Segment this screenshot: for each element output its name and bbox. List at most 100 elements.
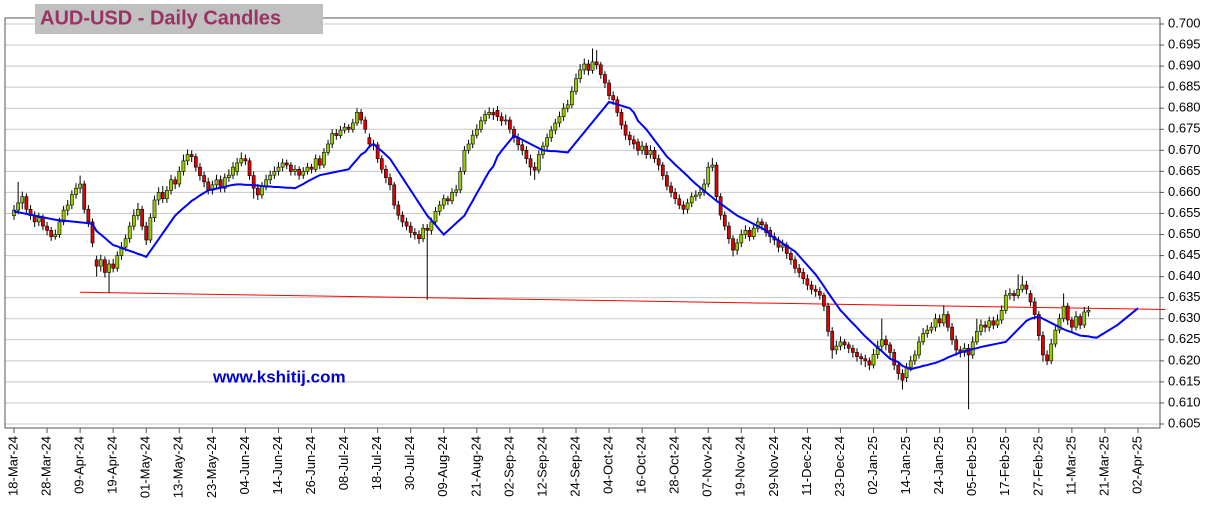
candle-body xyxy=(458,171,463,191)
candle-body xyxy=(995,319,1000,326)
y-tick-label: 0.625 xyxy=(1168,331,1201,346)
candle-body xyxy=(454,189,459,193)
candle-body xyxy=(206,181,211,191)
candle-body xyxy=(598,64,603,75)
candle-body xyxy=(355,112,359,124)
candle-body xyxy=(338,129,343,136)
candle-body xyxy=(1078,316,1082,326)
x-tick-label: 30-Jul-24 xyxy=(402,436,417,490)
candle-body xyxy=(586,63,591,71)
candle-body xyxy=(152,199,157,218)
x-tick-label: 02-Apr-25 xyxy=(1129,436,1144,494)
candle-body xyxy=(293,168,297,172)
candle-body xyxy=(851,347,855,353)
candle-body xyxy=(1041,335,1045,356)
candle-body xyxy=(193,156,198,168)
candle-body xyxy=(954,339,959,351)
candle-body xyxy=(722,214,727,227)
x-tick-label: 23-May-24 xyxy=(204,436,219,498)
candle-body xyxy=(404,221,409,227)
candle-body xyxy=(388,177,392,186)
candle-body xyxy=(317,158,322,166)
candle-body xyxy=(1020,284,1025,290)
candle-body xyxy=(536,154,541,171)
candle-body xyxy=(900,373,905,381)
candle-body xyxy=(656,158,661,166)
candle-body xyxy=(313,158,318,170)
candle-body xyxy=(805,278,810,286)
candle-body xyxy=(834,345,839,351)
y-tick-label: 0.675 xyxy=(1168,121,1201,136)
candle-body xyxy=(144,225,149,241)
candle-body xyxy=(487,112,492,115)
x-tick-label: 01-May-24 xyxy=(138,436,153,498)
candle-body xyxy=(495,110,500,117)
candle-body xyxy=(400,214,405,223)
x-tick-label: 09-Aug-24 xyxy=(435,436,450,497)
candle-body xyxy=(1045,354,1049,362)
y-tick-label: 0.660 xyxy=(1168,184,1201,199)
candle-body xyxy=(53,234,58,237)
candle-body xyxy=(896,364,901,374)
candle-body xyxy=(441,198,446,206)
candle-body xyxy=(351,122,355,130)
candle-body xyxy=(12,209,16,216)
candle-body xyxy=(231,166,235,176)
candle-body xyxy=(276,166,281,172)
x-tick-label: 11-Dec-24 xyxy=(799,436,814,496)
candle-body xyxy=(871,354,876,366)
candle-body xyxy=(78,183,82,189)
candle-body xyxy=(61,209,66,223)
candle-body xyxy=(508,119,512,130)
candle-body xyxy=(111,263,116,269)
candle-body xyxy=(421,227,425,240)
candle-body xyxy=(665,175,669,187)
y-tick-label: 0.630 xyxy=(1168,310,1201,325)
moving-average-line xyxy=(13,100,1139,371)
y-tick-label: 0.695 xyxy=(1168,36,1201,51)
candle-body xyxy=(65,204,70,211)
x-tick-label: 28-Mar-24 xyxy=(38,436,53,496)
candle-body xyxy=(227,174,231,178)
marks xyxy=(12,48,1166,410)
candle-body xyxy=(1053,329,1058,345)
x-tick-label: 02-Sep-24 xyxy=(501,436,516,497)
y-tick-label: 0.635 xyxy=(1168,289,1201,304)
candle-body xyxy=(433,211,438,223)
candle-body xyxy=(466,143,471,151)
candle-body xyxy=(933,318,938,328)
candle-body xyxy=(640,145,644,151)
candle-body xyxy=(623,124,628,136)
candle-body xyxy=(1086,310,1091,313)
candle-body xyxy=(408,225,413,233)
candle-body xyxy=(470,134,475,145)
candle-body xyxy=(392,184,397,206)
candle-body xyxy=(689,196,694,204)
candle-body xyxy=(731,238,735,251)
x-tick-label: 21-Aug-24 xyxy=(468,436,483,497)
candle-body xyxy=(301,171,306,176)
y-tick-label: 0.700 xyxy=(1168,15,1201,30)
candle-body xyxy=(1074,316,1078,328)
x-tick-label: 14-Jan-25 xyxy=(898,436,913,495)
candle-body xyxy=(532,166,537,171)
candle-body xyxy=(255,187,260,196)
candle-body xyxy=(491,112,496,116)
candle-body xyxy=(743,230,748,235)
candle-body xyxy=(739,234,744,244)
candle-body xyxy=(483,114,487,122)
candle-body xyxy=(1082,311,1087,326)
candle-body xyxy=(1049,343,1054,362)
candle-body xyxy=(565,104,570,109)
candle-body xyxy=(1024,284,1029,290)
candle-body xyxy=(917,341,921,356)
candle-body xyxy=(36,217,41,223)
candle-body xyxy=(677,198,682,206)
candle-body xyxy=(342,126,347,131)
candle-body xyxy=(884,339,888,346)
candle-body xyxy=(636,141,640,151)
candle-body xyxy=(322,152,326,166)
candle-body xyxy=(140,208,144,227)
candle-body xyxy=(136,208,140,216)
